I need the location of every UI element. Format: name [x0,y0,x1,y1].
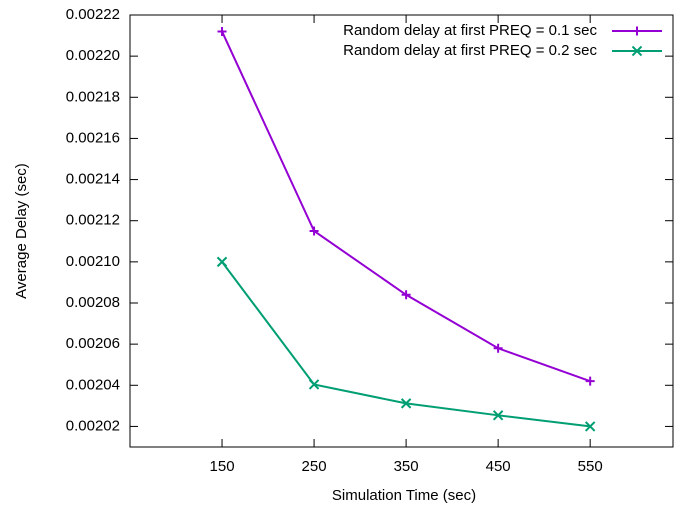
marker-shape [492,410,504,421]
marker-shape [400,398,412,409]
y-tick-label: 0.00216 [66,129,120,146]
marker-shape [309,226,319,236]
y-tick-label: 0.00210 [66,253,120,270]
marker-shape [631,45,643,57]
x-tick-label: 250 [302,458,327,475]
marker-shape [308,379,320,390]
y-tick-label: 0.00212 [66,212,120,229]
marker [631,45,643,57]
marker [585,376,595,386]
marker [492,410,504,421]
y-tick-label: 0.00214 [66,171,120,188]
x-tick-label: 550 [578,458,603,475]
marker [493,343,503,353]
y-tick-label: 0.00222 [66,6,120,23]
x-tick-label: 150 [210,458,235,475]
y-tick-label: 0.00202 [66,417,120,434]
marker-shape [216,256,228,268]
marker [584,421,596,432]
marker [217,26,227,36]
marker [632,26,642,36]
y-axis-label: Average Delay (sec) [13,163,30,299]
x-tick-label: 450 [486,458,511,475]
y-tick-label: 0.00218 [66,88,120,105]
marker-shape [584,421,596,432]
series-line [221,31,591,383]
legend-label: Random delay at first PREQ = 0.1 sec [343,22,597,39]
plot-frame [129,14,674,448]
y-tick-label: 0.00208 [66,294,120,311]
x-tick-label: 350 [394,458,419,475]
marker [401,290,411,300]
legend-label: Random delay at first PREQ = 0.2 sec [343,42,597,59]
marker-shape [493,343,503,353]
x-axis-label: Simulation Time (sec) [332,487,476,504]
marker [309,226,319,236]
y-tick-label: 0.00220 [66,47,120,64]
marker-shape [217,26,227,36]
y-tick-label: 0.00206 [66,335,120,352]
marker-shape [401,290,411,300]
series-line [221,261,591,428]
marker-shape [632,26,642,36]
marker [216,256,228,268]
marker-shape [585,376,595,386]
y-tick-label: 0.00204 [66,376,120,393]
marker [308,379,320,390]
marker [400,398,412,409]
